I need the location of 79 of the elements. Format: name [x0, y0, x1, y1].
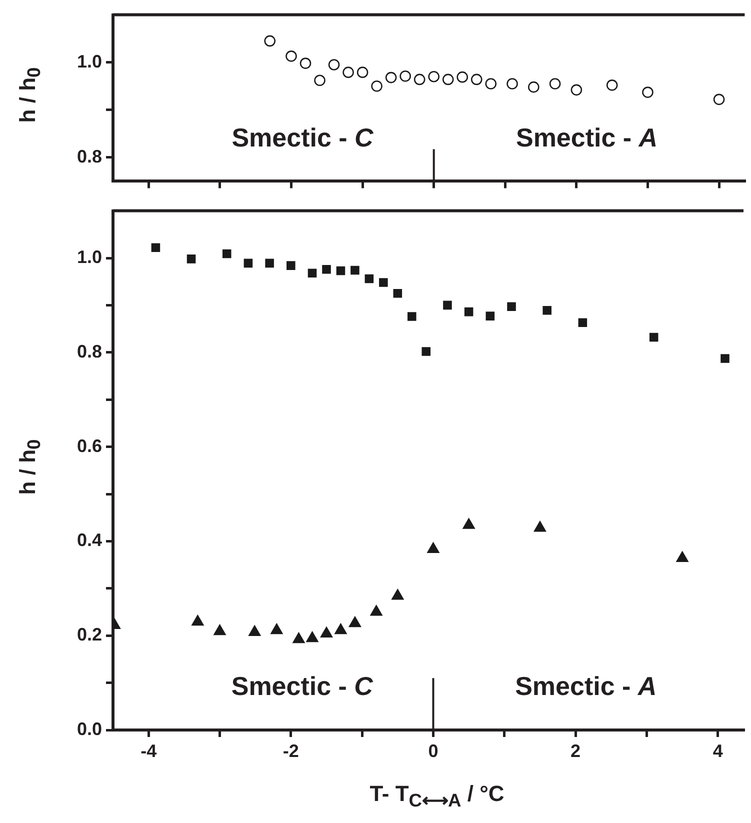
point: [356, 66, 368, 78]
x-axis-title: T- T$_{C⟷A}$ / °C: [370, 781, 504, 812]
point: [578, 318, 588, 328]
point: [713, 94, 725, 106]
point: [364, 274, 374, 284]
point: [320, 626, 333, 638]
point: [400, 70, 411, 82]
point: [462, 518, 475, 529]
point: [570, 84, 582, 96]
x-tick-label: 4: [712, 740, 723, 761]
y-tick-label: 1.0: [76, 246, 102, 267]
point: [350, 266, 360, 275]
point: [443, 300, 452, 310]
point: [507, 302, 516, 312]
point: [151, 243, 160, 252]
x-tick-label: -2: [282, 740, 299, 761]
point: [270, 623, 283, 634]
point: [286, 50, 297, 62]
point: [534, 520, 546, 532]
point: [370, 605, 382, 616]
point: [348, 616, 362, 628]
point: [334, 623, 347, 634]
annotation: Smectic - A: [516, 122, 658, 152]
point: [300, 58, 312, 69]
x-tick-label: -4: [140, 740, 157, 761]
point: [264, 35, 276, 47]
point: [427, 542, 440, 553]
point: [314, 74, 326, 86]
point: [485, 78, 497, 90]
point: [292, 632, 305, 644]
point: [186, 254, 196, 264]
annotation: Smectic - C: [232, 122, 375, 152]
point: [336, 266, 346, 276]
point: [393, 289, 402, 298]
point: [642, 86, 654, 98]
point: [328, 59, 340, 70]
point: [442, 74, 454, 86]
y-tick-label: 0.8: [76, 341, 102, 362]
point: [414, 74, 426, 86]
y-tick-label: 1.0: [76, 51, 102, 72]
point: [392, 588, 404, 600]
point: [676, 551, 688, 562]
y-tick-label: 0.2: [76, 624, 102, 645]
y-tick-label: 0.8: [76, 146, 102, 166]
point: [385, 72, 397, 84]
point: [606, 80, 618, 91]
point: [192, 614, 204, 626]
x-tick-label: 0: [428, 740, 438, 761]
point: [649, 332, 658, 342]
annotation: Smectic - A: [515, 671, 657, 702]
point: [308, 268, 317, 278]
annotation: Smectic - C: [231, 671, 374, 702]
point: [248, 625, 261, 636]
point: [470, 74, 482, 86]
y-tick-label: 0.6: [76, 436, 102, 456]
point: [549, 78, 561, 90]
point: [464, 307, 474, 316]
y-tick-label: 0.4: [76, 530, 102, 550]
point: [422, 347, 431, 356]
point: [528, 81, 540, 93]
point: [428, 70, 440, 82]
point: [720, 354, 730, 363]
point: [322, 264, 331, 274]
point: [407, 312, 416, 321]
x-tick-label: 2: [570, 740, 581, 761]
y-tick-label: 0.0: [76, 718, 102, 739]
point: [379, 278, 388, 287]
point: [486, 312, 495, 320]
point: [371, 80, 382, 92]
point: [214, 624, 226, 636]
point: [456, 71, 468, 83]
point: [244, 258, 253, 268]
point: [506, 78, 518, 90]
point: [306, 631, 318, 642]
point: [542, 306, 552, 315]
point: [342, 66, 354, 78]
point: [286, 261, 296, 270]
point: [265, 258, 274, 268]
point: [222, 249, 232, 258]
